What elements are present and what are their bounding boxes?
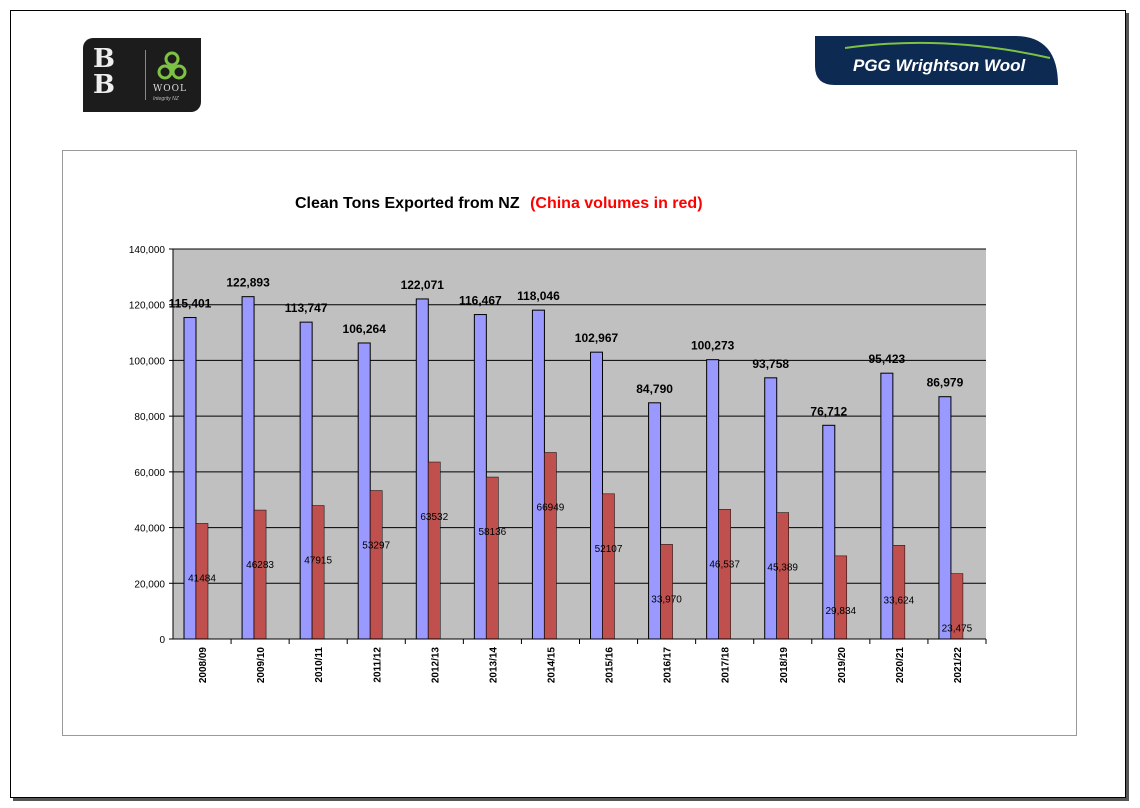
pgg-brand-text: PGG Wrightson Wool xyxy=(853,56,1026,75)
china-bar-label: 58136 xyxy=(478,527,506,538)
china-bar-label: 52107 xyxy=(595,544,623,555)
total-bar xyxy=(473,314,487,640)
category-label: 2010/11 xyxy=(314,647,325,683)
china-bar-label: 46,537 xyxy=(709,559,740,570)
total-bar xyxy=(241,296,255,640)
triple-swirl-icon xyxy=(157,51,187,80)
china-bar-label: 47915 xyxy=(304,556,332,567)
total-bar-label: 118,046 xyxy=(517,289,560,303)
category-label: 2011/12 xyxy=(372,647,383,683)
y-tick-label: 20,000 xyxy=(134,579,165,590)
chart-title-main: Clean Tons Exported from NZ xyxy=(295,195,520,212)
total-bar-label: 102,967 xyxy=(575,331,619,345)
china-bar xyxy=(660,544,673,640)
chart-container: Clean Tons Exported from NZ (China volum… xyxy=(62,150,1077,736)
category-label: 2008/09 xyxy=(198,647,209,684)
total-bar xyxy=(531,309,545,640)
china-bar xyxy=(718,509,731,640)
total-bar-label: 93,758 xyxy=(752,357,789,371)
category-label: 2019/20 xyxy=(837,647,848,684)
total-bar xyxy=(590,351,603,640)
total-bar-label: 86,979 xyxy=(927,376,964,390)
total-bar xyxy=(706,359,720,640)
total-bar-label: 116,467 xyxy=(459,294,502,308)
china-bar-label: 41484 xyxy=(188,573,216,584)
category-label: 2012/13 xyxy=(430,647,441,684)
china-bar-label: 45,389 xyxy=(767,563,798,574)
category-label: 2016/17 xyxy=(663,647,674,684)
total-bar xyxy=(764,377,778,640)
total-bar-label: 122,893 xyxy=(226,276,270,290)
category-label: 2018/19 xyxy=(779,647,790,684)
category-label: 2009/10 xyxy=(256,647,267,684)
china-bar xyxy=(369,490,383,640)
total-bar xyxy=(183,317,197,640)
china-bar-label: 23,475 xyxy=(942,624,973,635)
china-bar xyxy=(428,461,441,640)
total-bar-label: 115,401 xyxy=(169,297,212,311)
china-bar xyxy=(253,509,267,640)
y-tick-label: 100,000 xyxy=(129,356,166,367)
total-bar xyxy=(299,321,313,640)
total-bar-label: 122,071 xyxy=(401,278,445,292)
y-tick-label: 120,000 xyxy=(129,301,166,312)
china-bar xyxy=(544,452,557,640)
bar-chart: Clean Tons Exported from NZ (China volum… xyxy=(129,195,987,684)
y-axis: 0 20,000 40,000 60,000 80,000 100,000 120,000 1… xyxy=(129,245,174,646)
category-label: 2017/18 xyxy=(721,647,732,684)
china-bar-label: 63532 xyxy=(420,512,448,523)
y-tick-label: 80,000 xyxy=(134,412,165,423)
china-bar-label: 33,970 xyxy=(651,594,682,605)
china-bar-label: 46283 xyxy=(246,560,274,571)
category-label: 2013/14 xyxy=(488,647,499,684)
pgg-wrightson-logo: PGG Wrightson Wool xyxy=(815,36,1058,85)
total-bar xyxy=(415,298,429,640)
logo-wool-word: WOOL xyxy=(153,84,187,94)
china-bar-label: 53297 xyxy=(362,541,390,552)
china-bar xyxy=(892,545,906,640)
china-bar xyxy=(602,493,615,640)
logo-wool-sub: Integrity NZ xyxy=(153,96,179,102)
total-bar-label: 76,712 xyxy=(810,404,847,418)
total-bar-label: 113,747 xyxy=(285,301,328,315)
category-label: 2014/15 xyxy=(546,647,557,684)
wool-integrity-logo: B B WOOL Integrity NZ xyxy=(83,38,201,112)
china-bar xyxy=(311,505,325,640)
total-bar-label: 100,273 xyxy=(691,339,735,353)
total-bar xyxy=(938,396,952,640)
y-tick-label: 140,000 xyxy=(129,245,166,256)
china-bar-label: 66949 xyxy=(537,502,565,513)
china-bar xyxy=(776,512,789,640)
pgg-logo-shape xyxy=(815,36,1058,85)
china-bar xyxy=(834,555,848,640)
x-axis: 2008/09 2009/10 2010/11 2011/12 2012/13 2013/… xyxy=(173,638,987,684)
total-bar-label: 106,264 xyxy=(343,322,387,336)
y-tick-label: 60,000 xyxy=(134,468,165,479)
total-bar-label: 95,423 xyxy=(869,352,906,366)
y-tick-label: 40,000 xyxy=(134,524,165,535)
bb-logo-letters: B B xyxy=(93,44,117,100)
category-label: 2021/22 xyxy=(953,647,964,684)
china-bar-label: 29,834 xyxy=(825,606,856,617)
logo-divider xyxy=(145,50,146,100)
china-bar xyxy=(486,476,499,640)
chart-title-highlight: (China volumes in red) xyxy=(530,195,702,212)
bars: 115,401 41484 122,893 46283 113,747 47915 106,… xyxy=(169,276,973,640)
chart-title: Clean Tons Exported from NZ (China volum… xyxy=(295,195,703,212)
category-label: 2020/21 xyxy=(895,647,906,684)
category-label: 2015/16 xyxy=(605,647,616,684)
total-bar xyxy=(357,342,371,640)
y-tick-label: 0 xyxy=(159,635,165,646)
total-bar-label: 84,790 xyxy=(636,382,673,396)
china-bar-label: 33,624 xyxy=(884,595,915,606)
